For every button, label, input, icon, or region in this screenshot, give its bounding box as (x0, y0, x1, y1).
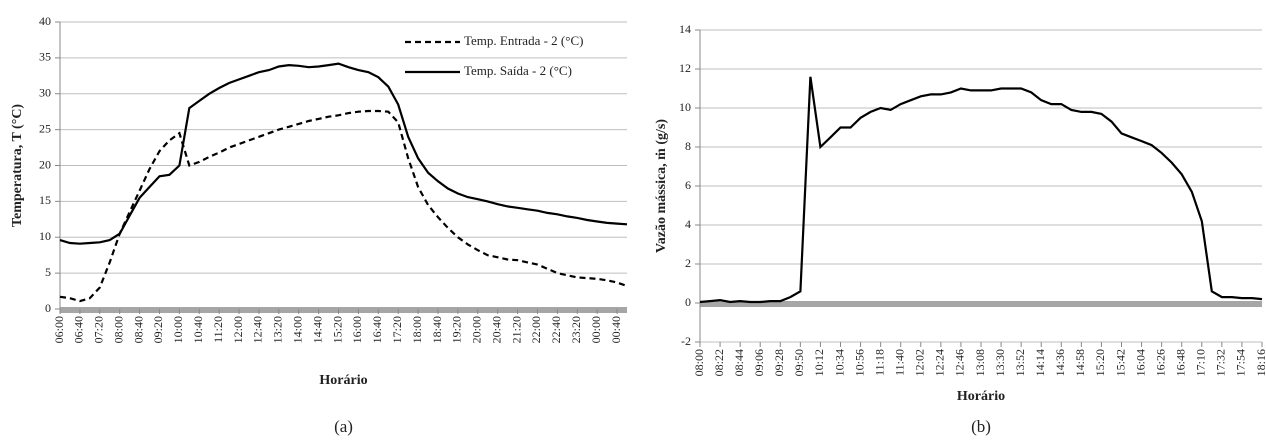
x-tick-label: 13:20 (271, 316, 285, 343)
x-tick-label: 20:00 (470, 316, 484, 343)
x-tick-label: 08:00 (692, 349, 706, 376)
y-tick-label: 12 (679, 61, 691, 75)
x-tick-label: 18:00 (410, 316, 424, 343)
x-tick-label: 18:40 (430, 316, 444, 343)
y-tick-label: 8 (685, 139, 691, 153)
x-tick-label: 22:00 (529, 316, 543, 343)
y-tick-label: 0 (45, 301, 51, 315)
y-tick-label: 0 (685, 295, 691, 309)
x-tick-label: 10:00 (171, 316, 185, 343)
x-tick-label: 14:00 (290, 316, 304, 343)
x-tick-label: 15:20 (1093, 349, 1107, 376)
x-tick-label: 16:04 (1133, 349, 1147, 376)
x-tick-label: 06:40 (72, 316, 86, 343)
y-tick-label: 14 (679, 22, 691, 36)
x-tick-label: 10:12 (812, 349, 826, 376)
x-tick-label: 11:20 (211, 316, 225, 343)
x-tick-label: 23:20 (569, 316, 583, 343)
y-tick-label: -2 (681, 334, 691, 348)
y-tick-label: 30 (39, 86, 51, 100)
zero-band (60, 307, 627, 313)
x-tick-label: 16:00 (350, 316, 364, 343)
y-tick-label: 10 (39, 229, 51, 243)
zero-band (700, 301, 1262, 307)
series-line (59, 62, 628, 245)
x-tick-label: 10:34 (832, 349, 846, 376)
x-tick-label: 10:56 (852, 349, 866, 376)
x-tick-label: 17:20 (390, 316, 404, 343)
x-tick-label: 12:24 (933, 349, 947, 376)
x-tick-label: 14:36 (1053, 349, 1067, 376)
caption: (b) (971, 417, 991, 436)
x-tick-label: 09:50 (792, 349, 806, 376)
x-tick-label: 06:00 (52, 316, 66, 343)
x-tick-label: 17:10 (1194, 349, 1208, 376)
x-tick-label: 15:20 (330, 316, 344, 343)
x-tick-label: 12:02 (913, 349, 927, 376)
series-line (59, 109, 628, 303)
x-tick-label: 16:40 (370, 316, 384, 343)
x-tick-label: 08:22 (712, 349, 726, 376)
x-tick-label: 11:18 (872, 349, 886, 376)
x-tick-label: 11:40 (892, 349, 906, 376)
x-tick-label: 20:40 (489, 316, 503, 343)
x-tick-label: 21:20 (509, 316, 523, 343)
y-tick-label: 15 (39, 193, 51, 207)
y-axis-title: Temperatura, T (°C) (10, 104, 25, 228)
y-tick-label: 4 (685, 217, 691, 231)
x-tick-label: 12:46 (953, 349, 967, 376)
x-tick-label: 15:42 (1113, 349, 1127, 376)
x-tick-label: 08:40 (131, 316, 145, 343)
x-tick-label: 17:32 (1214, 349, 1228, 376)
y-tick-label: 35 (39, 50, 51, 64)
x-tick-label: 17:54 (1234, 349, 1248, 376)
y-tick-label: 10 (679, 100, 691, 114)
x-tick-label: 14:40 (310, 316, 324, 343)
x-tick-label: 16:48 (1173, 349, 1187, 376)
y-axis-title: Vazão mássica, ṁ (g/s) (654, 119, 669, 253)
x-tick-label: 09:28 (772, 349, 786, 376)
caption: (a) (334, 417, 353, 436)
x-tick-label: 00:00 (589, 316, 603, 343)
x-tick-label: 09:20 (151, 316, 165, 343)
x-tick-label: 08:00 (111, 316, 125, 343)
x-tick-label: 13:30 (993, 349, 1007, 376)
x-tick-label: 13:52 (1013, 349, 1027, 376)
x-tick-label: 22:40 (549, 316, 563, 343)
series-line (699, 76, 1263, 304)
x-tick-label: 14:14 (1033, 349, 1047, 376)
x-axis-title: Horário (319, 373, 367, 388)
x-tick-label: 07:20 (92, 316, 106, 343)
x-axis-title: Horário (957, 389, 1005, 404)
x-tick-label: 12:40 (251, 316, 265, 343)
y-tick-label: 2 (685, 256, 691, 270)
x-tick-label: 18:16 (1254, 349, 1266, 376)
y-tick-label: 40 (39, 14, 51, 28)
x-tick-label: 16:26 (1153, 349, 1167, 376)
legend-label: Temp. Entrada - 2 (°C) (464, 33, 583, 48)
y-tick-label: 6 (685, 178, 691, 192)
x-tick-label: 08:44 (732, 349, 746, 376)
x-tick-label: 09:06 (752, 349, 766, 376)
x-tick-label: 14:58 (1073, 349, 1087, 376)
x-tick-label: 12:00 (231, 316, 245, 343)
x-tick-label: 10:40 (191, 316, 205, 343)
y-tick-label: 25 (39, 121, 51, 135)
y-tick-label: 20 (39, 157, 51, 171)
x-tick-label: 00:40 (609, 316, 623, 343)
x-tick-label: 19:20 (450, 316, 464, 343)
y-tick-label: 5 (45, 265, 51, 279)
x-tick-label: 13:08 (973, 349, 987, 376)
legend-label: Temp. Saída - 2 (°C) (464, 63, 572, 78)
